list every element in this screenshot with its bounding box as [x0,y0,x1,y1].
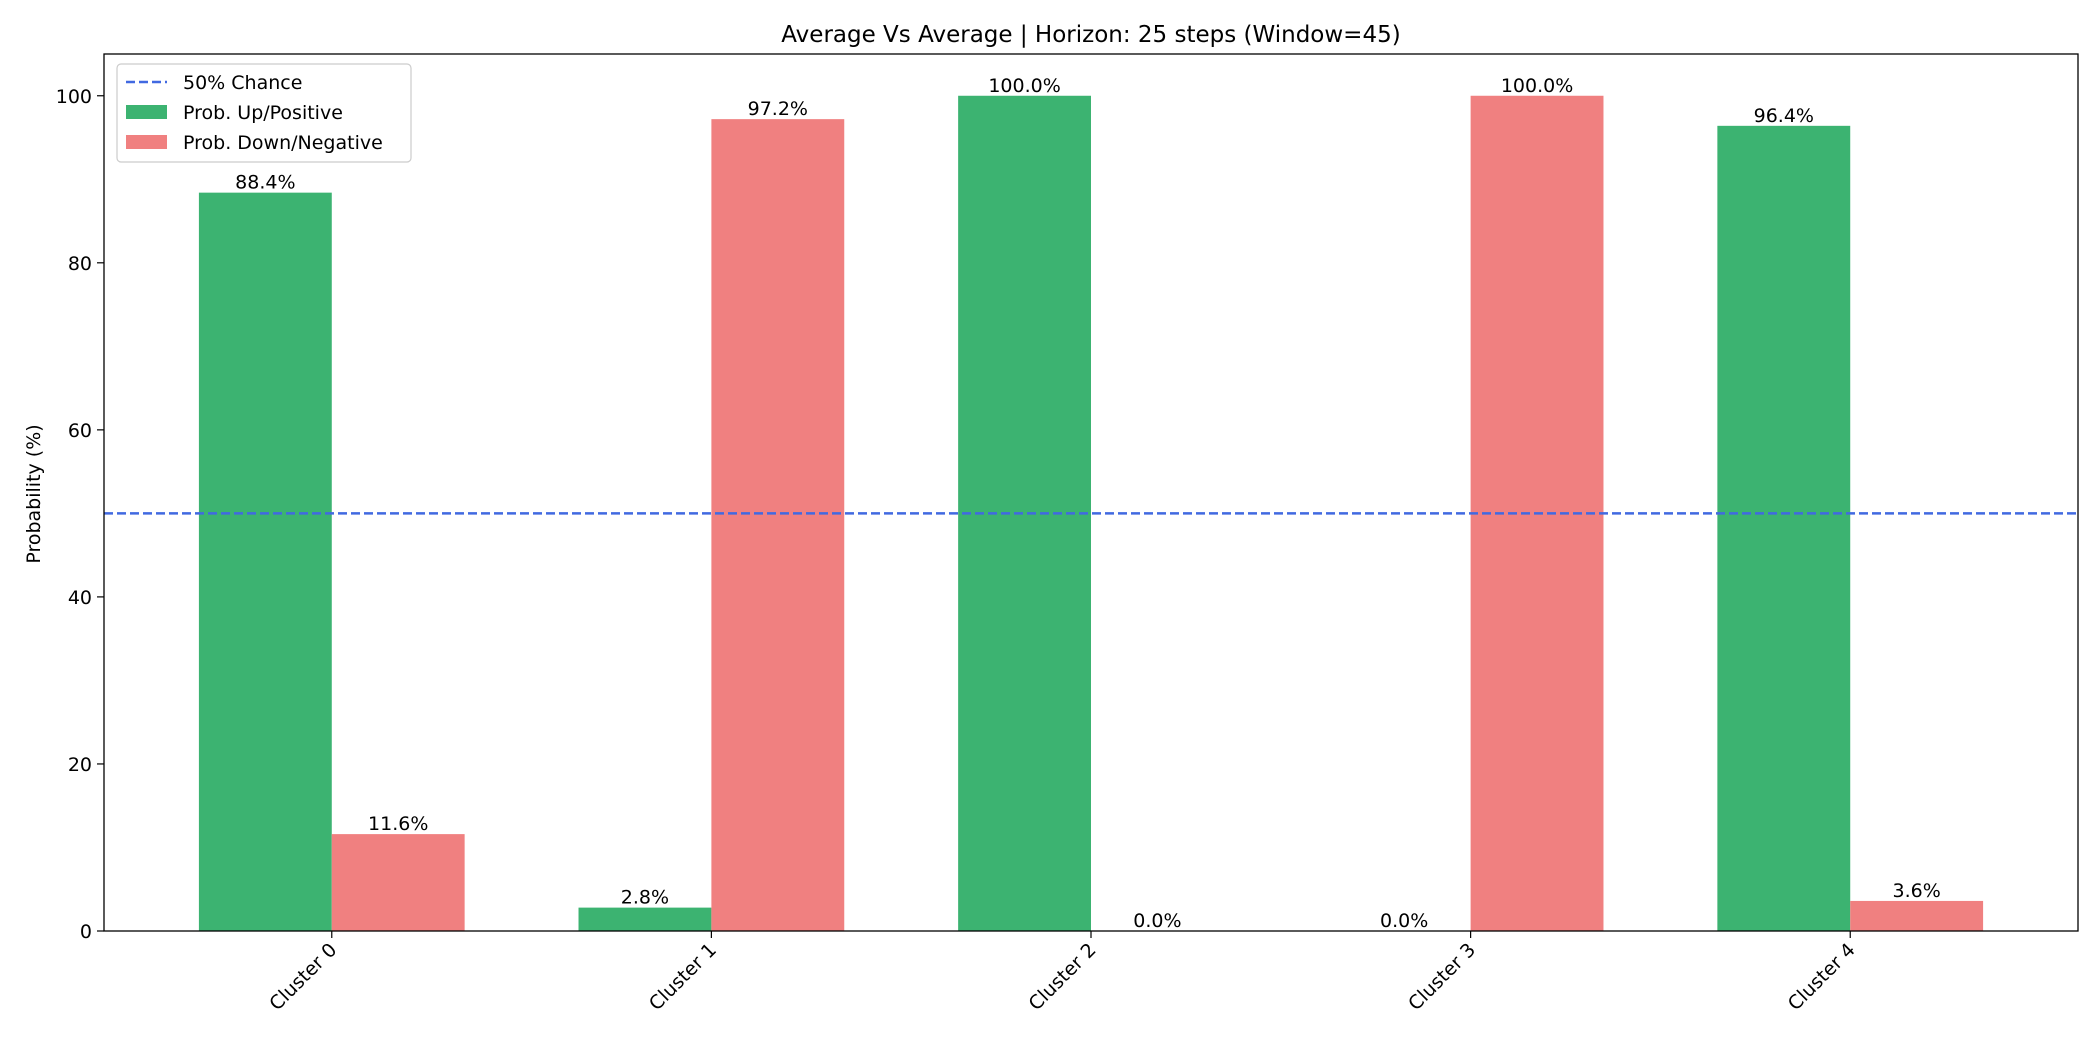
bar-value-label: 3.6% [1893,880,1941,902]
bar-value-label: 0.0% [1380,910,1428,932]
legend-swatch-up [126,105,167,119]
x-tick-label: Cluster 0 [265,939,341,1015]
y-tick-label: 0 [80,921,92,943]
bar-down-0 [331,834,465,931]
plot-frame [103,53,2079,932]
bar-value-label: 100.0% [1501,75,1573,97]
bar-labels: 88.4% 2.8% 100.0% 0.0% 96.4% 11.6% 97.2% 0.0% 10… [235,75,1941,932]
bar-value-label: 2.8% [621,887,669,909]
legend-box [116,63,412,163]
legend-label-down: Prob. Down/Negative [183,132,383,154]
bar-value-label: 100.0% [988,75,1060,97]
x-axis: Cluster 0 Cluster 1 Cluster 2 Cluster 3 Clus… [265,931,1860,1015]
y-tick-label: 80 [68,253,92,275]
x-tick-label: Cluster 4 [1784,939,1860,1015]
y-axis-label: Probability (%) [23,424,45,563]
y-tick-label: 60 [68,420,92,442]
chart-title: Average Vs Average | Horizon: 25 steps (… [781,22,1400,48]
legend-label-up: Prob. Up/Positive [183,102,343,124]
bar-up-4 [1717,125,1851,932]
bar-up-0 [198,192,332,931]
legend-swatch-down [126,135,167,149]
x-tick-label: Cluster 1 [645,939,721,1015]
bar-up-1 [578,907,712,931]
x-tick-label: Cluster 2 [1024,939,1100,1015]
bar-value-label: 88.4% [235,172,295,194]
legend-chance-label: 50% Chance [183,72,302,94]
y-axis: 0 20 40 60 80 100 [56,86,104,943]
legend: 50% Chance Prob. Up/Positive Prob. Down/Ne… [116,63,412,163]
bar-value-label: 11.6% [368,813,428,835]
bar-value-label: 96.4% [1754,105,1814,127]
y-tick-label: 100 [56,86,92,108]
x-tick-label: Cluster 3 [1404,939,1480,1015]
y-tick-label: 40 [68,587,92,609]
bar-down-4 [1850,900,1984,931]
bar-value-label: 0.0% [1133,910,1181,932]
y-tick-label: 20 [68,754,92,776]
bar-value-label: 97.2% [748,98,808,120]
bar-down-1 [711,119,845,932]
